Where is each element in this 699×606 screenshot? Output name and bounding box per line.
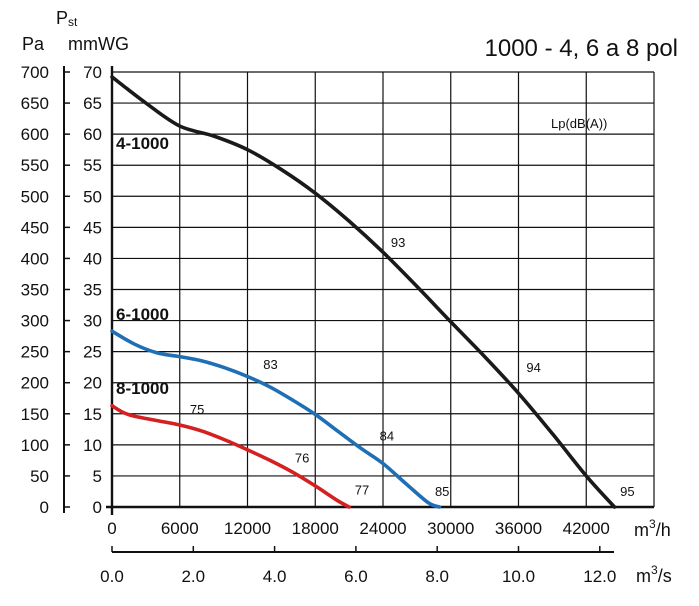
y-tick-mmwg-label: 35 [83,281,102,300]
y-tick-mmwg-label: 30 [83,312,102,331]
db-label: 94 [526,360,540,375]
y-tick-mmwg-label: 60 [83,125,102,144]
y-tick-mmwg-label: 5 [93,467,102,486]
db-label: 83 [263,357,277,372]
y-tick-mmwg-label: 25 [83,343,102,362]
x-tick-m3s-label: 2.0 [181,567,205,586]
y-tick-pa-label: 500 [21,187,49,206]
y-tick-mmwg-label: 50 [83,187,102,206]
db-label: 85 [435,484,449,499]
curve-labels: 4-1000 6-1000 8-1000 [116,134,169,398]
x-axis-unit-m3s-tail: /s [658,566,672,586]
x-axis-unit-m3s-sup: 3 [651,563,658,577]
x-tick-m3h-label: 24000 [359,519,406,538]
chart-title: 1000 - 4, 6 a 8 pol [485,35,678,62]
y-axis-unit-pa: Pa [22,34,45,54]
x-tick-m3h-label: 42000 [563,519,610,538]
x-axis-m3h-ticks: 0 6000 12000 18000 24000 30000 36000 42000 [107,519,610,538]
x-tick-m3s-label: 12.0 [583,567,616,586]
curve-label-4-1000: 4-1000 [116,134,169,153]
db-label: 95 [620,484,634,499]
y-tick-pa-label: 300 [21,312,49,331]
curve-6-1000 [110,329,442,509]
y-tick-mmwg-label: 70 [83,63,102,82]
y-axis-unit-mmwg: mmWG [68,34,129,54]
y-tick-pa-label: 50 [30,467,49,486]
curve-label-6-1000: 6-1000 [116,305,169,324]
x-tick-m3h-label: 0 [107,519,116,538]
x-axis-unit-m3h-sup: 3 [649,517,656,531]
grid [63,66,655,515]
db-label: 75 [190,402,204,417]
y-tick-pa-label: 200 [21,374,49,393]
curves [110,75,617,509]
y-tick-pa-label: 250 [21,343,49,362]
legend-title-lp: Lp(dB(A)) [551,116,607,131]
x-axis-unit-m3h-base: m [634,520,649,540]
y-tick-pa-label: 400 [21,249,49,268]
curve-8-1000 [110,403,351,509]
y-tick-mmwg-label: 45 [83,218,102,237]
y-tick-pa-label: 100 [21,436,49,455]
y-tick-mmwg-label: 10 [83,436,102,455]
y-tick-mmwg-label: 0 [93,498,102,517]
y-tick-pa-label: 700 [21,63,49,82]
x-axis-m3s-ticks: 0.0 2.0 4.0 6.0 8.0 10.0 12.0 [100,546,616,586]
y-axis-label-pst: Pst [56,8,78,29]
x-tick-m3h-label: 12000 [224,519,271,538]
db-label: 76 [295,450,309,465]
y-tick-pa-label: 0 [40,498,49,517]
y-tick-pa-label: 650 [21,94,49,113]
x-tick-m3s-label: 0.0 [100,567,124,586]
x-tick-m3s-label: 10.0 [502,567,535,586]
x-tick-m3h-label: 18000 [292,519,339,538]
db-labels: 93 94 95 83 84 85 75 76 77 [190,235,635,499]
y-tick-mmwg-label: 40 [83,249,102,268]
x-tick-m3h-label: 6000 [161,519,199,538]
x-tick-m3h-label: 30000 [427,519,474,538]
curve-4-1000 [110,75,617,509]
x-tick-m3s-label: 4.0 [263,567,287,586]
y-axis-label-pst-sub: st [68,15,78,29]
x-axis-unit-m3s: m3/s [636,563,672,586]
db-label: 84 [380,429,394,444]
y-tick-mmwg-label: 20 [83,374,102,393]
y-tick-pa-label: 600 [21,125,49,144]
y-tick-mmwg-label: 55 [83,156,102,175]
db-label: 93 [391,235,405,250]
x-tick-m3s-label: 6.0 [344,567,368,586]
y-axis-pa-ticks: 0 50 100 150 200 250 300 350 400 450 500 550 600 650 7… [21,63,70,517]
db-label: 77 [355,483,369,498]
x-axis-unit-m3h-tail: /h [656,520,671,540]
y-tick-pa-label: 150 [21,405,49,424]
x-tick-m3h-label: 36000 [495,519,542,538]
y-tick-mmwg-label: 15 [83,405,102,424]
y-tick-pa-label: 550 [21,156,49,175]
y-tick-pa-label: 350 [21,281,49,300]
x-tick-m3s-label: 8.0 [425,567,449,586]
curve-label-8-1000: 8-1000 [116,379,169,398]
y-axis-mmwg-ticks: 0 5 10 15 20 25 30 35 40 45 50 55 60 65 70 [83,63,102,517]
y-tick-pa-label: 450 [21,218,49,237]
y-tick-mmwg-label: 65 [83,94,102,113]
x-axis-unit-m3h: m3/h [634,517,671,540]
x-axis-unit-m3s-base: m [636,566,651,586]
